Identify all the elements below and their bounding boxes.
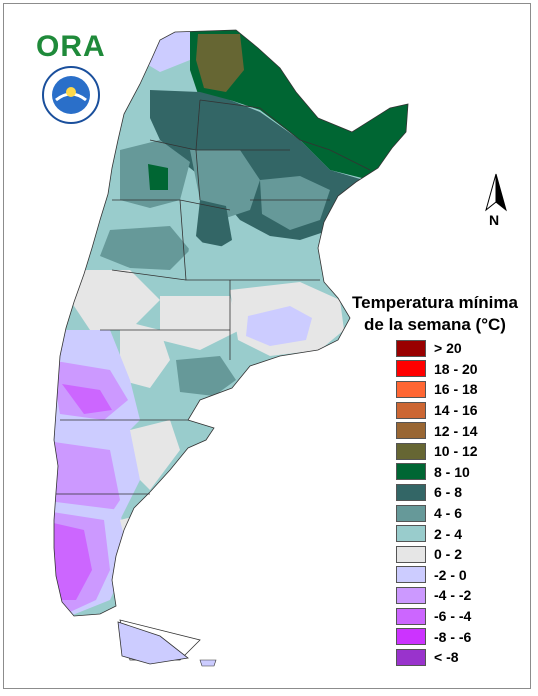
legend-swatch bbox=[396, 628, 426, 646]
legend-swatch bbox=[396, 360, 426, 378]
legend-item: -2 - 0 bbox=[396, 565, 478, 586]
ora-logo: ORA bbox=[36, 30, 106, 63]
legend-swatch bbox=[396, 504, 426, 522]
legend-label: < -8 bbox=[434, 649, 459, 666]
legend-swatch bbox=[396, 545, 426, 563]
legend-label: 14 - 16 bbox=[434, 402, 478, 419]
legend-label: 16 - 18 bbox=[434, 381, 478, 398]
province-borders bbox=[53, 29, 409, 661]
legend-title-line2: de la semana (°C) bbox=[364, 315, 506, 334]
legend-item: > 20 bbox=[396, 338, 478, 359]
legend-swatch bbox=[396, 483, 426, 501]
legend-label: 4 - 6 bbox=[434, 505, 463, 522]
temperature-legend: > 20 18 - 20 16 - 18 14 - 16 12 - 14 10 - 12 8… bbox=[396, 338, 478, 668]
islands bbox=[199, 659, 217, 667]
legend-title: Temperatura mínima de la semana (°C) bbox=[340, 292, 530, 336]
legend-label: 0 - 2 bbox=[434, 546, 463, 563]
legend-swatch bbox=[396, 422, 426, 440]
legend-label: -4 - -2 bbox=[434, 587, 472, 604]
legend-label: -2 - 0 bbox=[434, 566, 467, 583]
legend-swatch bbox=[396, 380, 426, 398]
legend-swatch bbox=[396, 607, 426, 625]
legend-item: 0 - 2 bbox=[396, 544, 478, 565]
legend-swatch bbox=[396, 648, 426, 666]
legend-item: 12 - 14 bbox=[396, 420, 478, 441]
legend-label: > 20 bbox=[434, 340, 462, 357]
legend-label: -6 - -4 bbox=[434, 608, 472, 625]
legend-item: 16 - 18 bbox=[396, 379, 478, 400]
legend-item: 14 - 16 bbox=[396, 400, 478, 421]
legend-item: -8 - -6 bbox=[396, 626, 478, 647]
legend-item: 18 - 20 bbox=[396, 359, 478, 380]
legend-swatch bbox=[396, 401, 426, 419]
legend-label: -8 - -6 bbox=[434, 628, 472, 645]
legend-label: 2 - 4 bbox=[434, 525, 463, 542]
legend-item: 6 - 8 bbox=[396, 482, 478, 503]
legend-label: 12 - 14 bbox=[434, 422, 478, 439]
legend-item: -6 - -4 bbox=[396, 606, 478, 627]
legend-item: -4 - -2 bbox=[396, 585, 478, 606]
legend-item: 4 - 6 bbox=[396, 503, 478, 524]
legend-item: 10 - 12 bbox=[396, 441, 478, 462]
legend-label: 18 - 20 bbox=[434, 360, 478, 377]
north-arrow-icon bbox=[485, 173, 507, 212]
legend-label: 10 - 12 bbox=[434, 443, 478, 460]
tierra-del-fuego bbox=[117, 621, 189, 665]
legend-item: < -8 bbox=[396, 647, 478, 668]
legend-item: 2 - 4 bbox=[396, 523, 478, 544]
legend-swatch bbox=[396, 525, 426, 543]
smn-seal-icon bbox=[42, 66, 100, 124]
legend-swatch bbox=[396, 566, 426, 584]
legend-label: 6 - 8 bbox=[434, 484, 463, 501]
legend-item: 8 - 10 bbox=[396, 462, 478, 483]
legend-swatch bbox=[396, 442, 426, 460]
legend-swatch bbox=[396, 339, 426, 357]
legend-title-line1: Temperatura mínima bbox=[352, 293, 518, 312]
legend-swatch bbox=[396, 586, 426, 604]
north-label: N bbox=[489, 212, 500, 228]
legend-label: 8 - 10 bbox=[434, 463, 470, 480]
legend-swatch bbox=[396, 463, 426, 481]
